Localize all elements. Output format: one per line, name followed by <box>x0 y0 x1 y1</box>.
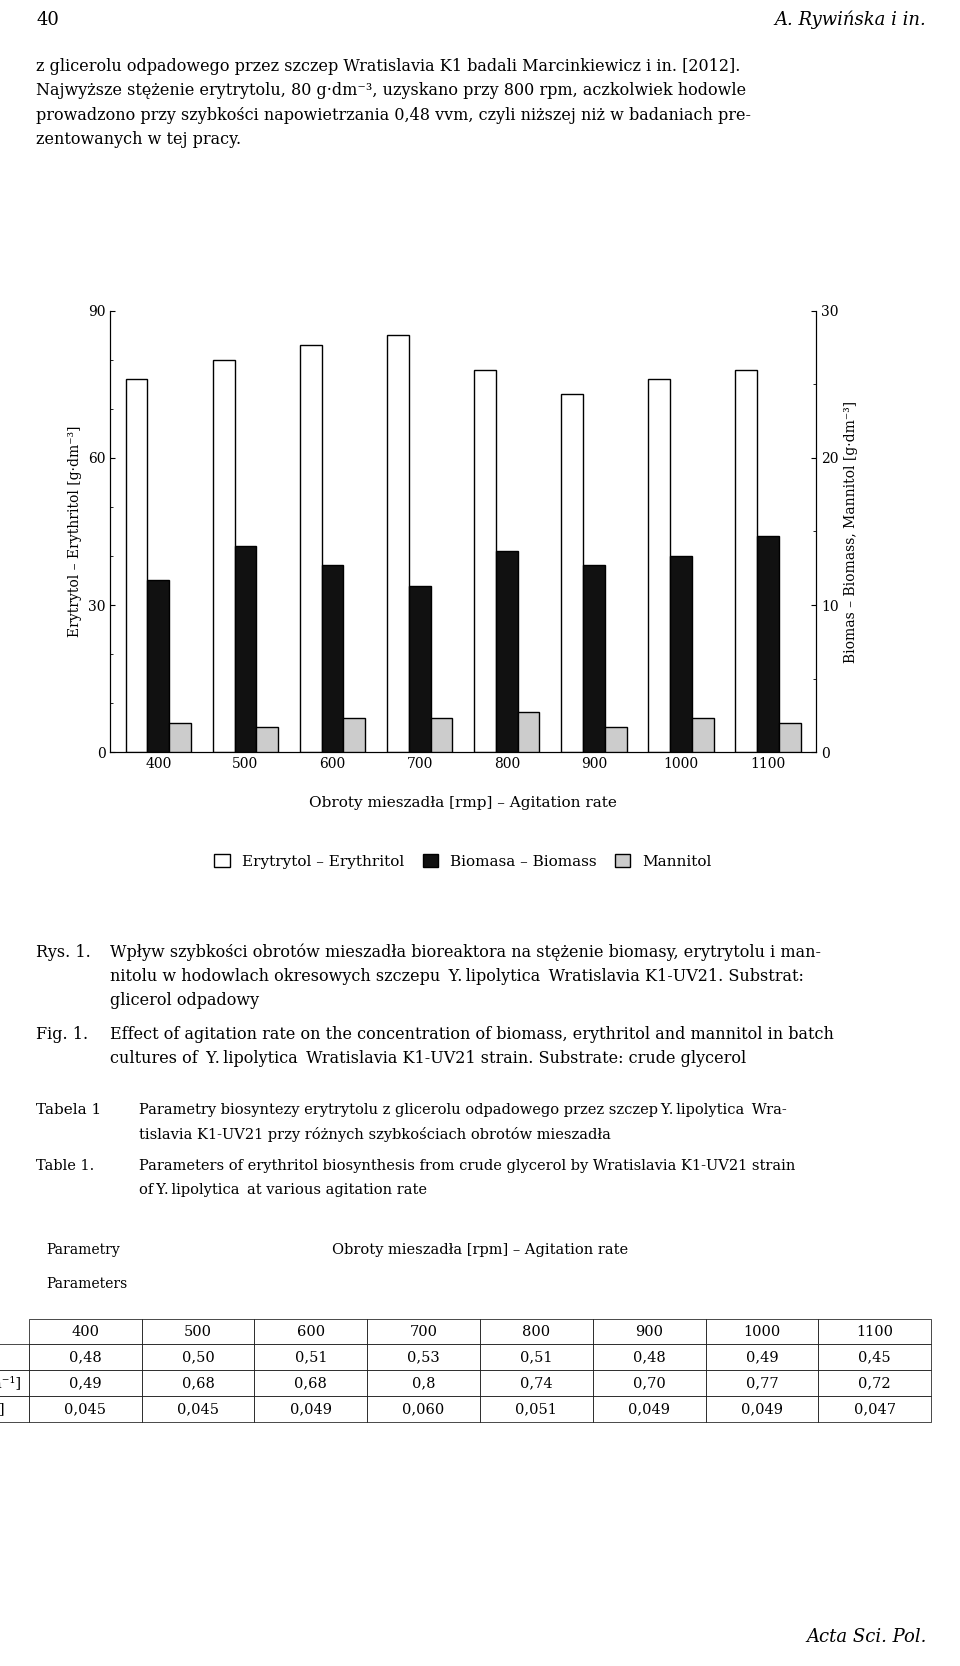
Bar <box>148 580 169 753</box>
Text: Tabela 1: Tabela 1 <box>36 1103 102 1118</box>
Text: tislavia K1-UV21 przy różnych szybkościach obrotów mieszadła: tislavia K1-UV21 przy różnych szybkościa… <box>139 1128 612 1143</box>
Text: Parameters: Parameters <box>46 1276 128 1291</box>
Bar <box>213 360 234 753</box>
Y-axis label: Erytrytol – Erythritol [g·dm⁻³]: Erytrytol – Erythritol [g·dm⁻³] <box>68 426 83 636</box>
Bar <box>562 395 583 753</box>
Text: 40: 40 <box>36 12 60 28</box>
Bar <box>583 565 605 753</box>
Bar <box>169 723 191 753</box>
Y-axis label: Biomas – Biomass, Mannitol [g·dm⁻³]: Biomas – Biomass, Mannitol [g·dm⁻³] <box>844 400 858 663</box>
Bar <box>234 546 256 753</box>
Bar <box>692 718 713 753</box>
Text: Najwyższe stężenie erytrytolu, 80 g·dm⁻³, uzyskano przy 800 rpm, aczkolwiek hodo: Najwyższe stężenie erytrytolu, 80 g·dm⁻³… <box>36 82 747 100</box>
Bar <box>670 556 692 753</box>
Text: Table 1.: Table 1. <box>36 1160 95 1173</box>
Text: z glicerolu odpadowego przez szczep Wratislavia K1 badali Marcinkiewicz i in. [2: z glicerolu odpadowego przez szczep Wrat… <box>36 58 741 75</box>
Text: Fig. 1.: Fig. 1. <box>36 1026 88 1043</box>
Text: glicerol odpadowy: glicerol odpadowy <box>110 993 259 1010</box>
Bar <box>322 565 344 753</box>
Text: Parametry biosyntezy erytrytolu z glicerolu odpadowego przez szczep Y. lipolytic: Parametry biosyntezy erytrytolu z glicer… <box>139 1103 787 1118</box>
Text: Obroty mieszadła [rpm] – Agitation rate: Obroty mieszadła [rpm] – Agitation rate <box>332 1243 628 1256</box>
Bar <box>757 536 779 753</box>
Legend: Erytrytol – Erythritol, Biomasa – Biomass, Mannitol: Erytrytol – Erythritol, Biomasa – Biomas… <box>208 848 718 875</box>
Bar <box>779 723 801 753</box>
Text: A. Rywińska i in.: A. Rywińska i in. <box>775 12 926 30</box>
Bar <box>409 586 430 753</box>
Text: nitolu w hodowlach okresowych szczepu  Y. lipolytica  Wratislavia K1-UV21. Subst: nitolu w hodowlach okresowych szczepu Y.… <box>110 968 804 985</box>
Bar <box>517 713 540 753</box>
Text: Parameters of erythritol biosynthesis from crude glycerol by Wratislavia K1-UV21: Parameters of erythritol biosynthesis fr… <box>139 1160 796 1173</box>
Text: Rys. 1.: Rys. 1. <box>36 943 91 961</box>
Bar <box>474 370 496 753</box>
Bar <box>605 726 627 753</box>
Bar <box>735 370 757 753</box>
Text: prowadzono przy szybkości napowietrzania 0,48 vvm, czyli niższej niż w badaniach: prowadzono przy szybkości napowietrzania… <box>36 107 752 123</box>
Bar <box>430 718 452 753</box>
Text: zentowanych w tej pracy.: zentowanych w tej pracy. <box>36 132 242 148</box>
Bar <box>496 550 517 753</box>
Text: cultures of  Y. lipolytica  Wratislavia K1-UV21 strain. Substrate: crude glycero: cultures of Y. lipolytica Wratislavia K1… <box>110 1050 747 1068</box>
Text: of Y. lipolytica  at various agitation rate: of Y. lipolytica at various agitation ra… <box>139 1183 427 1196</box>
Bar <box>648 380 670 753</box>
Text: Effect of agitation rate on the concentration of biomass, erythritol and mannito: Effect of agitation rate on the concentr… <box>110 1026 834 1043</box>
Bar <box>300 345 322 753</box>
Text: Parametry: Parametry <box>46 1243 120 1256</box>
Text: Wpływ szybkości obrotów mieszadła bioreaktora na stężenie biomasy, erytrytolu i : Wpływ szybkości obrotów mieszadła biorea… <box>110 943 822 961</box>
Bar <box>256 726 278 753</box>
Bar <box>126 380 148 753</box>
Text: Acta Sci. Pol.: Acta Sci. Pol. <box>806 1628 926 1646</box>
Bar <box>344 718 365 753</box>
Text: Obroty mieszadła [rmp] – Agitation rate: Obroty mieszadła [rmp] – Agitation rate <box>309 796 617 810</box>
Bar <box>387 335 409 753</box>
